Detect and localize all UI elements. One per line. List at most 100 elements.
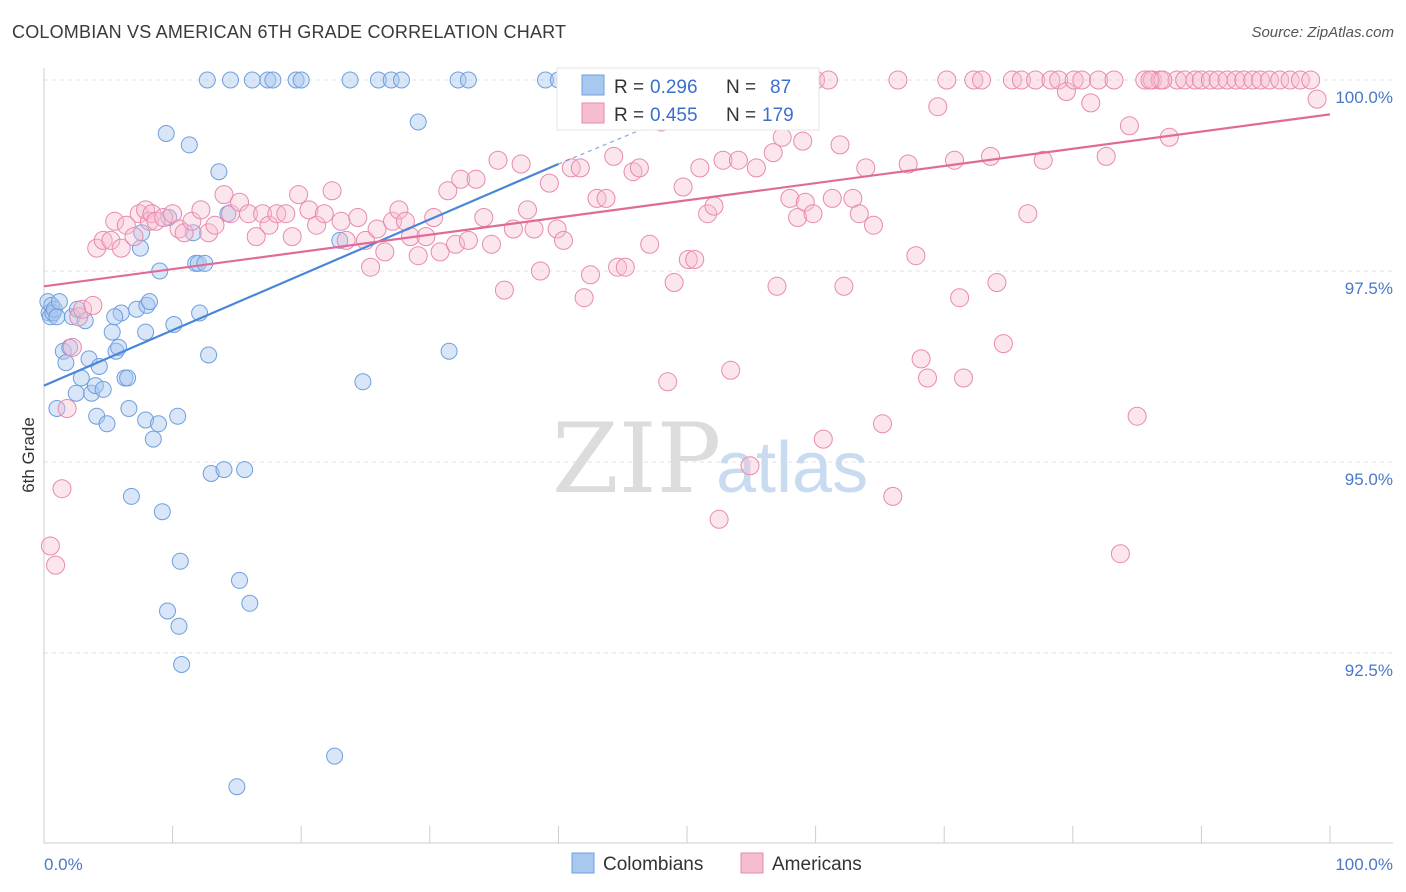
american-point-138 (1041, 70, 1061, 90)
american-point-38 (289, 185, 309, 205)
american-point-76 (570, 158, 590, 178)
american-point-155 (1175, 70, 1195, 90)
american-point-140 (1056, 82, 1076, 101)
american-point-7 (83, 295, 103, 315)
american-point-40 (307, 215, 327, 235)
american-point-31 (239, 204, 258, 224)
american-point-32 (246, 227, 266, 247)
american-point-98 (728, 150, 748, 170)
colombian-point-43 (153, 503, 171, 521)
watermark-zip: ZIP (552, 403, 721, 515)
american-point-141 (1064, 70, 1084, 90)
american-point-49 (375, 242, 395, 262)
american-point-54 (408, 246, 428, 266)
colombian-point-23 (98, 415, 116, 433)
american-point-11 (105, 211, 125, 231)
colombian-point-78 (393, 71, 410, 89)
colombian-point-64 (231, 571, 248, 589)
colombian-point-34 (131, 239, 149, 257)
colombian-point-74 (341, 71, 359, 89)
american-point-114 (856, 158, 876, 178)
american-point-61 (458, 230, 478, 250)
colombian-point-81 (449, 71, 467, 89)
american-point-62 (466, 169, 486, 189)
american-point-93 (690, 158, 710, 178)
y-tick-label-1: 97.5% (1345, 279, 1393, 298)
american-point-77 (574, 288, 594, 308)
colombian-point-48 (169, 407, 187, 425)
american-point-92 (685, 250, 705, 269)
colombian-point-31 (120, 400, 138, 417)
colombian-point-72 (326, 747, 344, 765)
american-point-142 (1072, 70, 1092, 90)
american-point-50 (383, 211, 402, 231)
american-point-103 (772, 127, 792, 147)
colombian-point-16 (76, 312, 94, 330)
american-point-106 (795, 192, 815, 212)
american-point-6 (73, 299, 93, 319)
american-point-13 (116, 215, 136, 235)
colombian-point-52 (180, 136, 198, 154)
colombian-point-66 (241, 594, 259, 612)
american-point-105 (788, 208, 808, 227)
y-tick-label-0: 100.0% (1335, 88, 1393, 107)
american-point-95 (704, 196, 724, 216)
american-point-167 (1280, 70, 1300, 90)
american-point-80 (596, 188, 616, 208)
american-point-82 (608, 257, 628, 277)
american-point-126 (950, 288, 970, 308)
american-point-94 (698, 204, 718, 224)
american-point-161 (1226, 70, 1246, 90)
american-point-129 (972, 70, 991, 90)
colombian-point-85 (198, 71, 216, 89)
colombian-point-55 (189, 254, 207, 272)
colombian-point-6 (48, 308, 66, 326)
legend-r-label-americans: R = (614, 105, 644, 126)
american-point-27 (205, 215, 225, 235)
american-point-124 (937, 70, 957, 90)
colombian-point-62 (219, 205, 237, 223)
american-point-146 (1104, 70, 1124, 90)
american-point-174 (767, 276, 787, 296)
colombian-trend-line (43, 163, 559, 387)
american-point-121 (911, 349, 931, 369)
american-point-2 (52, 479, 72, 499)
legend-n-value-americans: 179 (762, 105, 794, 126)
american-point-68 (511, 154, 531, 174)
american-point-108 (813, 429, 833, 449)
colombian-point-65 (236, 461, 254, 479)
colombian-point-71 (292, 71, 310, 89)
american-point-175 (793, 131, 813, 151)
data-points (39, 70, 1327, 796)
american-point-158 (1200, 70, 1220, 90)
colombian-point-80 (440, 342, 458, 360)
american-point-156 (1185, 70, 1205, 90)
colombian-point-46 (159, 602, 176, 620)
colombian-point-30 (106, 308, 124, 326)
colombian-point-60 (210, 163, 228, 181)
american-point-136 (1026, 70, 1045, 90)
legend-n-label-colombians: N = (726, 77, 756, 98)
colombian-point-28 (119, 369, 137, 387)
american-point-168 (1290, 70, 1310, 90)
american-point-84 (623, 162, 643, 182)
american-point-149 (1127, 406, 1147, 426)
colombian-point-79 (409, 113, 427, 131)
colombian-point-70 (287, 71, 305, 89)
stats-legend: R = 0.296 N = 87 R = 0.455 N = 179 (556, 67, 820, 131)
american-point-128 (964, 70, 984, 90)
american-point-139 (1049, 70, 1069, 90)
american-point-111 (834, 276, 854, 296)
american-point-177 (819, 70, 838, 90)
american-point-143 (1081, 93, 1101, 113)
legend-swatch-colombians (581, 74, 605, 96)
colombian-point-82 (537, 71, 554, 89)
american-point-36 (276, 204, 296, 224)
legend-r-label-colombians: R = (614, 77, 644, 98)
source-label: Source: ZipAtlas.com (1251, 24, 1394, 41)
series-legend: Colombians Americans (571, 852, 862, 875)
colombian-point-11 (61, 338, 79, 356)
american-point-91 (678, 250, 698, 269)
colombian-point-8 (48, 400, 66, 417)
